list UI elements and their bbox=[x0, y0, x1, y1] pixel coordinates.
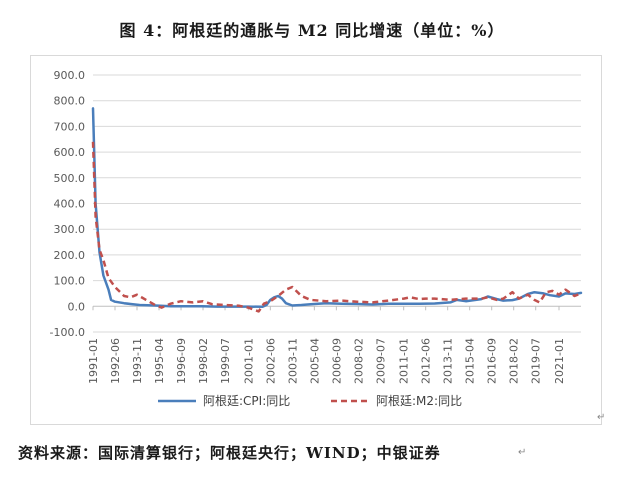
legend-label-cpi: 阿根廷:CPI:同比 bbox=[203, 394, 290, 408]
x-axis: 1991-01 1992-06 1993-11 1995-04 1996-09 1998-… bbox=[87, 305, 581, 384]
y-tick-label: -100.0 bbox=[50, 326, 85, 339]
series-line-cpi bbox=[91, 107, 583, 309]
x-tick-label: 2005-04 bbox=[308, 338, 321, 384]
x-tick-label: 2009-07 bbox=[374, 338, 387, 384]
x-tick-label: 2013-11 bbox=[442, 338, 455, 384]
x-tick-label: 1999-07 bbox=[219, 338, 232, 384]
paragraph-mark: ↵ bbox=[518, 447, 527, 458]
chart: 900.0 800.0 700.0 600.0 500.0 400.0 300.0 200.0… bbox=[50, 69, 583, 408]
series-line-m2 bbox=[91, 141, 582, 313]
series-layer bbox=[91, 107, 583, 313]
x-tick-label: 2015-04 bbox=[464, 338, 477, 384]
figure-title: 图 4：阿根廷的通胀与 M2 同比增速（单位：%） bbox=[119, 21, 505, 40]
x-tick-label: 1995-04 bbox=[153, 338, 166, 384]
paragraph-mark: ↵ bbox=[597, 412, 606, 423]
x-tick-label: 2002-06 bbox=[264, 338, 277, 384]
x-tick-label: 2008-02 bbox=[352, 338, 365, 384]
source-note: 资料来源：国际清算银行；阿根廷央行；WIND；中银证券 bbox=[18, 444, 441, 462]
x-tick-label: 1998-02 bbox=[197, 338, 210, 384]
x-tick-label: 2016-09 bbox=[486, 338, 499, 384]
y-tick-label: 0.0 bbox=[68, 300, 86, 313]
y-tick-label: 700.0 bbox=[54, 120, 86, 133]
x-tick-label: 2006-09 bbox=[330, 338, 343, 384]
y-tick-label: 800.0 bbox=[54, 95, 86, 108]
y-tick-label: 100.0 bbox=[54, 275, 86, 288]
chart-frame: 900.0 800.0 700.0 600.0 500.0 400.0 300.0 200.0… bbox=[30, 55, 602, 425]
y-tick-label: 500.0 bbox=[54, 172, 86, 185]
y-tick-label: 200.0 bbox=[54, 249, 86, 262]
y-tick-label: 300.0 bbox=[54, 223, 86, 236]
legend: 阿根廷:CPI:同比 阿根廷:M2:同比 bbox=[158, 394, 462, 408]
legend-label-m2: 阿根廷:M2:同比 bbox=[376, 394, 462, 408]
y-axis: 900.0 800.0 700.0 600.0 500.0 400.0 300.0 200.0… bbox=[50, 69, 85, 339]
x-tick-label: 1993-11 bbox=[131, 338, 144, 384]
gridlines bbox=[93, 74, 581, 333]
x-tick-label: 2011-01 bbox=[398, 338, 411, 384]
x-tick-label: 2021-01 bbox=[553, 338, 566, 384]
x-tick-label: 2018-02 bbox=[508, 338, 521, 384]
x-tick-label: 2012-06 bbox=[420, 338, 433, 384]
x-tick-label: 1992-06 bbox=[109, 338, 122, 384]
y-tick-label: 600.0 bbox=[54, 146, 86, 159]
x-tick-label: 1991-01 bbox=[87, 338, 100, 384]
x-tick-label: 2019-07 bbox=[530, 338, 543, 384]
y-tick-label: 900.0 bbox=[54, 69, 86, 82]
x-tick-label: 1996-09 bbox=[175, 338, 188, 384]
y-tick-label: 400.0 bbox=[54, 198, 86, 211]
x-tick-label: 2003-11 bbox=[286, 338, 299, 384]
x-tick-label: 2001-01 bbox=[242, 338, 255, 384]
